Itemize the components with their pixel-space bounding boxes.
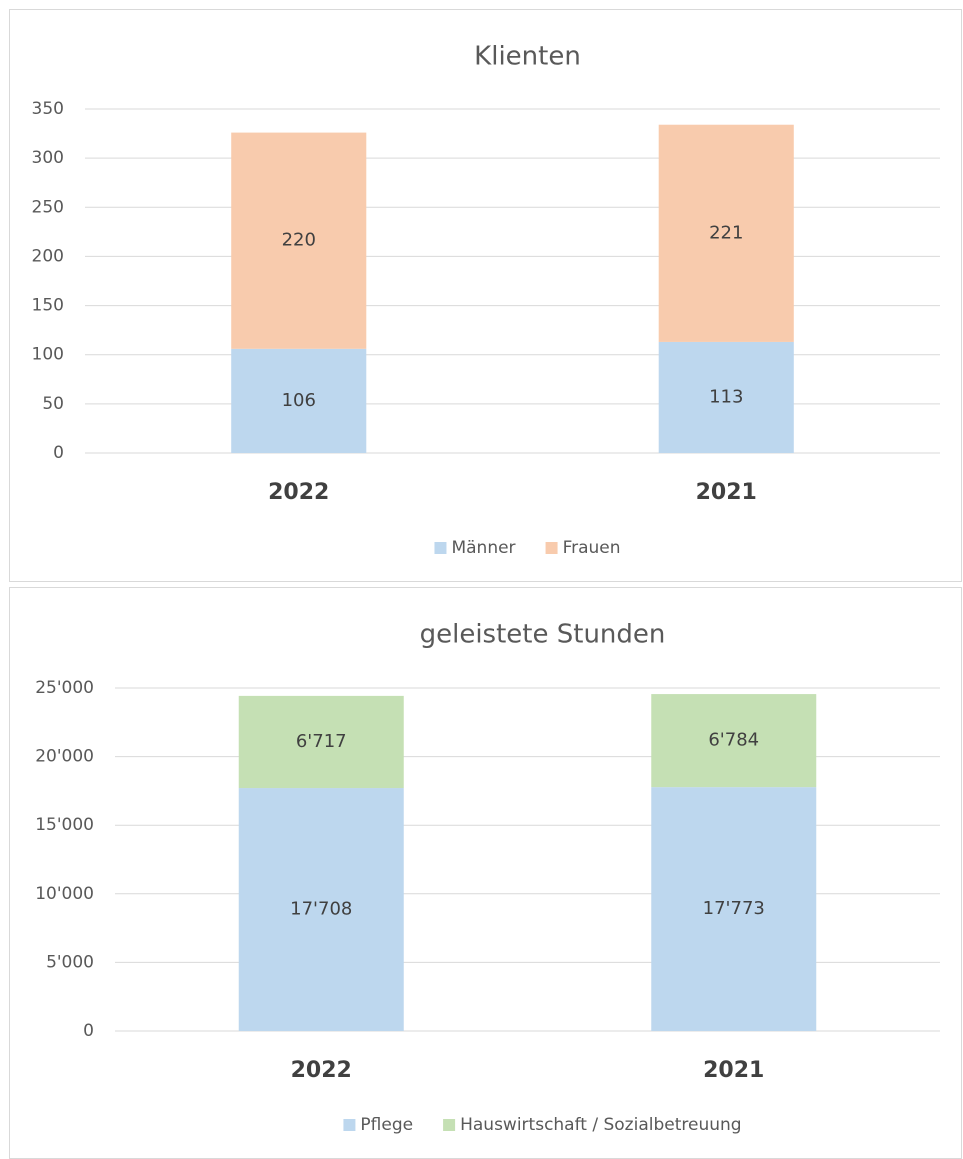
y-tick-label: 200: [32, 246, 64, 266]
chart-frame: [9, 9, 962, 582]
x-tick-label: 2022: [291, 1058, 352, 1083]
y-tick-label: 20'000: [35, 747, 94, 767]
bar-segment: [658, 124, 794, 342]
legend-swatch: [545, 542, 558, 554]
y-tick-label: 50: [42, 394, 64, 414]
legend-swatch: [443, 1119, 456, 1131]
y-tick-label: 300: [32, 148, 64, 168]
legend-label: Männer: [451, 538, 515, 558]
bar-segment: [231, 132, 367, 349]
y-tick-label: 5'000: [46, 952, 94, 972]
x-tick-label: 2022: [268, 480, 329, 505]
bar-segment: [658, 341, 794, 453]
y-tick-label: 0: [53, 443, 64, 463]
x-tick-label: 2021: [703, 1058, 764, 1083]
x-tick-label: 2021: [696, 480, 757, 505]
legend-label: Pflege: [360, 1115, 413, 1135]
chart-title: Klienten: [474, 42, 581, 72]
legend-label: Hauswirtschaft / Sozialbetreuung: [460, 1115, 741, 1135]
data-label: 220: [282, 230, 316, 251]
data-label: 106: [282, 390, 316, 411]
data-label: 6'784: [708, 730, 759, 751]
legend-swatch: [434, 542, 447, 554]
bar-segment: [651, 694, 817, 788]
data-label: 221: [709, 222, 743, 243]
bar-segment: [238, 788, 404, 1031]
bar-segment: [231, 348, 367, 453]
chart-title: geleistete Stunden: [420, 620, 666, 650]
y-tick-label: 250: [32, 197, 64, 217]
data-label: 6'717: [296, 731, 347, 752]
y-tick-label: 100: [32, 345, 64, 365]
legend-swatch: [343, 1119, 356, 1131]
bar-segment: [651, 787, 817, 1031]
y-tick-label: 25'000: [35, 678, 94, 698]
data-label: 17'708: [290, 899, 352, 920]
y-tick-label: 350: [32, 99, 64, 119]
data-label: 17'773: [703, 898, 765, 919]
y-tick-label: 15'000: [35, 815, 94, 835]
data-label: 113: [709, 386, 743, 407]
y-tick-label: 10'000: [35, 884, 94, 904]
y-tick-label: 150: [32, 296, 64, 316]
y-tick-label: 0: [83, 1021, 94, 1041]
legend-label: Frauen: [563, 538, 621, 558]
bar-segment: [238, 695, 404, 789]
